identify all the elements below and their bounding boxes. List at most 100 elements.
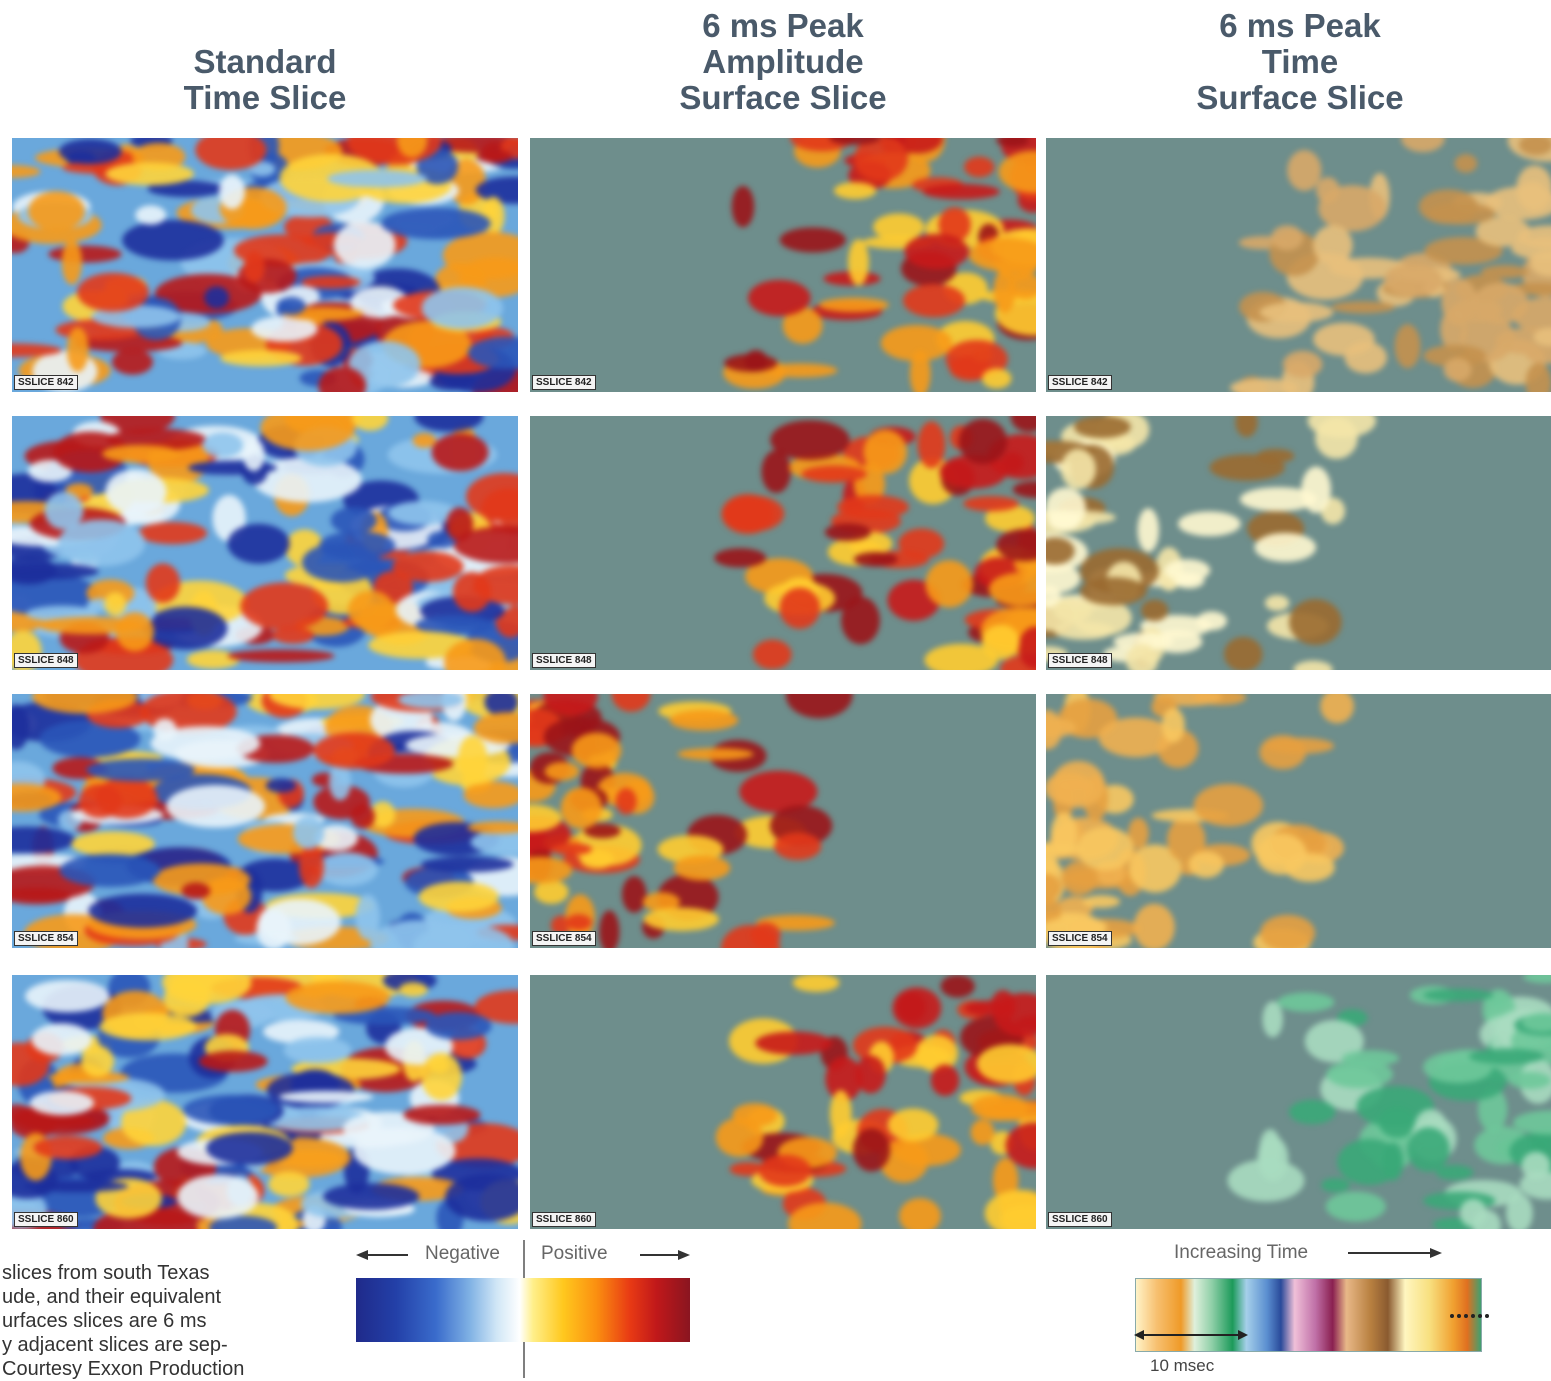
texture-blob (1046, 772, 1093, 805)
texture-blob (1523, 975, 1551, 983)
texture-blob (918, 421, 946, 468)
texture-blob (202, 433, 243, 458)
texture-blob (561, 787, 602, 828)
texture-blob (1260, 915, 1315, 948)
title-line: Amplitude (573, 44, 993, 80)
texture-blob (853, 1128, 890, 1171)
texture-blob (476, 150, 512, 163)
texture-blob (1257, 1136, 1288, 1181)
texture (716, 975, 1036, 1229)
texture-blob (1054, 622, 1115, 640)
texture-blob (1277, 993, 1334, 1012)
texture (12, 138, 518, 392)
texture (723, 138, 1036, 392)
texture-blob (272, 627, 314, 644)
texture-blob (834, 182, 876, 199)
texture-blob (177, 1175, 258, 1219)
texture-blob (545, 762, 580, 780)
texture-blob (199, 1051, 268, 1072)
texture-blob (1011, 416, 1036, 432)
texture-blob (888, 1109, 939, 1142)
texture-blob (181, 883, 210, 900)
texture-blob (106, 162, 194, 185)
column-title: 6 ms PeakTimeSurface Slice (1090, 8, 1510, 116)
texture-blob (674, 855, 731, 880)
texture-blob (1188, 851, 1223, 878)
texture-blob (925, 560, 972, 607)
texture-blob (430, 371, 475, 390)
slice-label: SSLICE 860 (532, 1212, 596, 1227)
texture (1046, 694, 1354, 948)
arrow-head (1134, 1330, 1144, 1340)
texture-blob (138, 522, 207, 544)
texture-blob (277, 297, 306, 315)
caption-line: y adjacent slices are sep- (2, 1334, 228, 1357)
texture-blob (135, 205, 166, 224)
texture-blob (1046, 487, 1086, 528)
slice-panel: SSLICE 854 (12, 694, 518, 948)
texture-blob (572, 733, 622, 769)
texture-blob (25, 980, 110, 1012)
texture-blob (227, 649, 334, 662)
caption-line: slices from south Texas (2, 1262, 210, 1285)
arrow-head (678, 1250, 690, 1260)
slice-image (12, 975, 518, 1229)
texture-blob (1401, 138, 1445, 152)
texture-blob (353, 1127, 455, 1174)
texture-blob (1054, 597, 1092, 623)
texture-blob (293, 816, 324, 849)
column-title: StandardTime Slice (55, 44, 475, 116)
texture-blob (458, 735, 487, 782)
texture (12, 975, 518, 1229)
texture-blob (429, 1057, 450, 1074)
texture (530, 694, 853, 948)
texture-blob (780, 227, 846, 252)
arrow-head (356, 1250, 368, 1260)
texture-blob (1320, 694, 1354, 723)
arrow-head (1430, 1248, 1442, 1258)
texture-blob (848, 239, 869, 286)
texture-blob (1289, 1100, 1336, 1124)
texture-blob (759, 1155, 811, 1187)
texture-blob (105, 469, 166, 514)
texture-blob (67, 327, 89, 372)
title-line: Surface Slice (573, 80, 993, 116)
texture-blob (959, 419, 1008, 464)
texture-blob (95, 777, 157, 818)
texture-blob (550, 843, 592, 855)
texture-blob (1326, 1192, 1386, 1222)
texture-blob (446, 507, 473, 541)
texture-blob (1134, 904, 1175, 948)
texture-blob (744, 350, 767, 372)
texture-blob (670, 710, 739, 731)
caption-line: urfaces slices are 6 ms (2, 1310, 207, 1333)
texture-blob (355, 894, 379, 940)
texture-blob (432, 433, 489, 471)
texture-blob (999, 151, 1036, 193)
texture-blob (268, 1172, 309, 1197)
texture-blob (227, 524, 289, 564)
texture-blob (399, 982, 428, 996)
slice-image (12, 138, 518, 392)
texture-blob (786, 694, 853, 718)
texture-blob (331, 507, 377, 534)
texture-blob (964, 157, 994, 178)
texture-blob (892, 987, 941, 1028)
texture-blob (1077, 827, 1134, 871)
texture-blob (30, 1091, 94, 1115)
slice-panel: SSLICE 848 (1046, 416, 1551, 670)
texture-blob (1395, 324, 1421, 368)
slice-image (1046, 694, 1551, 948)
texture-blob (240, 583, 328, 631)
texture-blob (1436, 1165, 1474, 1180)
texture-blob (99, 1013, 196, 1040)
texture-blob (963, 496, 1019, 511)
title-line: Time Slice (55, 80, 475, 116)
texture-blob (71, 831, 155, 856)
texture-blob (1061, 449, 1096, 490)
texture-blob (414, 416, 483, 432)
texture-blob (327, 170, 427, 188)
texture-blob (841, 597, 880, 645)
texture-blob (1509, 1072, 1551, 1089)
texture-blob (1262, 1001, 1282, 1037)
